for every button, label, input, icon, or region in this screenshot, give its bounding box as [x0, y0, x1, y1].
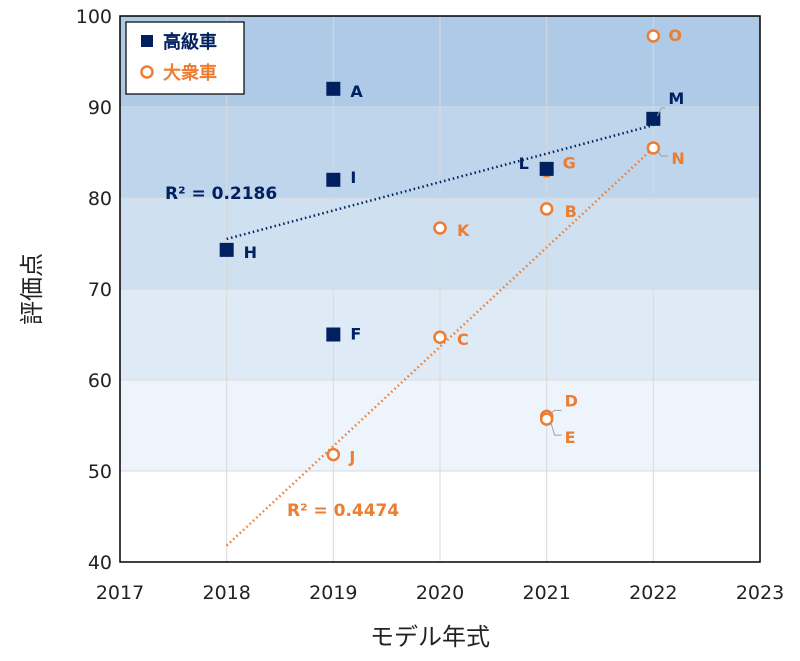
- point-label-E: E: [565, 428, 576, 447]
- point-label-A: A: [350, 82, 363, 101]
- legend-circle-marker: [140, 65, 154, 79]
- x-tick-label: 2017: [96, 582, 144, 604]
- point-label-C: C: [457, 330, 469, 349]
- data-point-I: [326, 172, 341, 187]
- y-tick-label: 100: [76, 6, 112, 28]
- point-label-D: D: [565, 391, 578, 410]
- data-point-N: [646, 141, 661, 155]
- data-point-A: [326, 81, 341, 96]
- legend: 高級車 大衆車: [125, 21, 245, 95]
- point-label-L: L: [519, 154, 529, 173]
- r2-label-mass: R² = 0.4474: [287, 501, 399, 521]
- plot-frame: [119, 15, 761, 563]
- legend-label-mass: 大衆車: [163, 62, 217, 84]
- leader-line: [656, 107, 666, 117]
- data-point-E: [539, 412, 554, 426]
- x-axis-label: モデル年式: [370, 623, 490, 651]
- x-tick-label: 2018: [202, 582, 250, 604]
- data-point-M: [646, 111, 661, 126]
- x-tick-label: 2023: [736, 582, 784, 604]
- legend-label-luxury: 高級車: [163, 31, 217, 53]
- point-label-O: O: [668, 26, 682, 45]
- x-tick-label: 2020: [416, 582, 464, 604]
- data-point-L: [539, 161, 554, 176]
- data-point-B: [539, 202, 554, 216]
- point-label-K: K: [457, 221, 470, 240]
- trendline: [225, 147, 655, 547]
- point-label-J: J: [348, 448, 355, 467]
- legend-square-marker: [141, 35, 153, 47]
- y-tick-label: 60: [88, 370, 112, 392]
- y-tick-label: 70: [88, 279, 112, 301]
- y-tick-label: 40: [88, 552, 112, 574]
- point-label-H: H: [244, 243, 257, 262]
- point-label-N: N: [671, 149, 684, 168]
- r2-label-luxury: R² = 0.2186: [165, 184, 277, 204]
- point-label-F: F: [350, 325, 361, 344]
- data-point-H: [219, 242, 234, 257]
- leader-line: [550, 409, 562, 414]
- data-point-C: [433, 330, 447, 344]
- point-label-B: B: [565, 202, 577, 221]
- x-tick-label: 2022: [629, 582, 677, 604]
- x-tick-label: 2019: [309, 582, 357, 604]
- point-label-M: M: [668, 89, 684, 108]
- point-label-I: I: [350, 168, 356, 187]
- y-tick-label: 90: [88, 97, 112, 119]
- data-point-F: [326, 327, 341, 342]
- point-label-G: G: [563, 154, 576, 173]
- x-tick-label: 2021: [522, 582, 570, 604]
- y-axis-label: 評価点: [18, 253, 46, 325]
- y-tick-label: 80: [88, 188, 112, 210]
- data-point-K: [433, 221, 447, 235]
- y-tick-label: 50: [88, 461, 112, 483]
- data-point-J: [326, 447, 341, 462]
- leader-line: [656, 150, 669, 157]
- data-point-O: [646, 29, 661, 43]
- leader-line: [550, 421, 562, 436]
- trendline: [226, 123, 654, 241]
